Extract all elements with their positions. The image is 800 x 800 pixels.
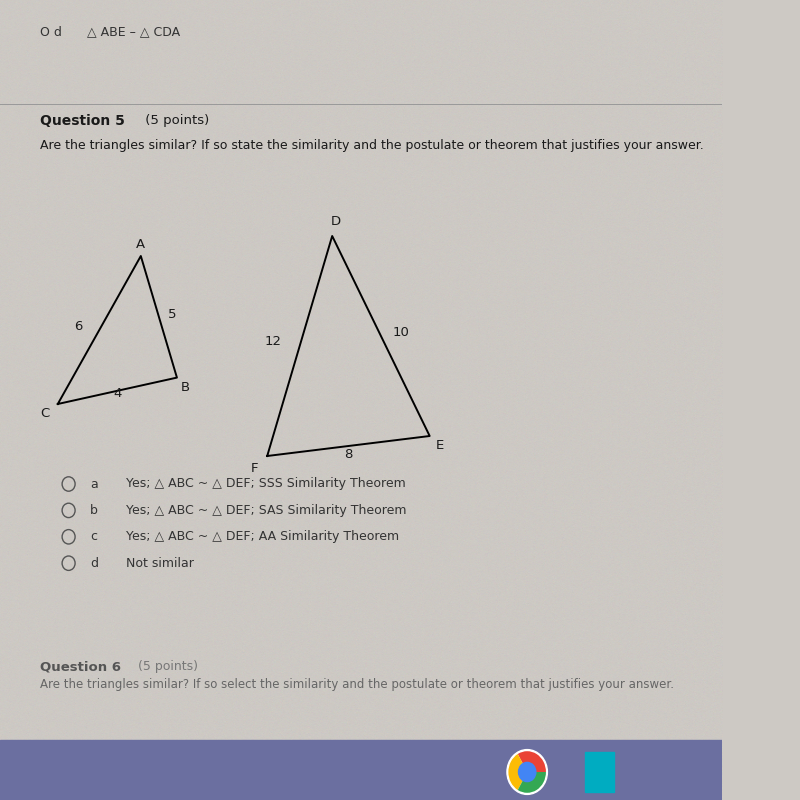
Text: C: C [40, 407, 50, 420]
Text: a: a [90, 478, 98, 490]
Text: 8: 8 [345, 448, 353, 461]
Text: 12: 12 [265, 335, 282, 348]
Circle shape [507, 750, 547, 794]
Text: d: d [90, 557, 98, 570]
Text: 4: 4 [114, 387, 122, 400]
Text: F: F [250, 462, 258, 474]
Text: Question 5: Question 5 [40, 114, 125, 127]
Text: Yes; △ ABC ~ △ DEF; AA Similarity Theorem: Yes; △ ABC ~ △ DEF; AA Similarity Theore… [126, 530, 399, 543]
Text: O d: O d [40, 26, 62, 38]
Text: Yes; △ ABC ~ △ DEF; SAS Similarity Theorem: Yes; △ ABC ~ △ DEF; SAS Similarity Theor… [126, 504, 407, 517]
Text: A: A [133, 742, 142, 754]
Text: 10: 10 [392, 326, 410, 338]
Text: E: E [404, 742, 412, 754]
Text: Are the triangles similar? If so state the similarity and the postulate or theor: Are the triangles similar? If so state t… [40, 139, 703, 152]
Circle shape [518, 762, 536, 782]
Text: D: D [330, 215, 341, 228]
Text: Not similar: Not similar [126, 557, 194, 570]
Bar [585, 752, 614, 792]
Text: Are the triangles similar? If so select the similarity and the postulate or theo: Are the triangles similar? If so select … [40, 678, 674, 690]
Text: 5: 5 [168, 308, 176, 321]
Bar [0, 740, 722, 800]
Text: B: B [181, 381, 190, 394]
Wedge shape [518, 772, 546, 793]
Text: A: A [136, 238, 146, 250]
Text: E: E [436, 439, 444, 452]
Wedge shape [518, 751, 546, 772]
Text: b: b [90, 504, 98, 517]
Text: (5 points): (5 points) [134, 660, 198, 673]
Text: c: c [90, 530, 98, 543]
Text: Question 6: Question 6 [40, 660, 121, 673]
Text: (5 points): (5 points) [141, 114, 209, 126]
Text: △ ABE – △ CDA: △ ABE – △ CDA [86, 26, 180, 38]
Text: Yes; △ ABC ~ △ DEF; SSS Similarity Theorem: Yes; △ ABC ~ △ DEF; SSS Similarity Theor… [126, 478, 406, 490]
Text: 6: 6 [74, 320, 82, 333]
Wedge shape [508, 754, 527, 790]
